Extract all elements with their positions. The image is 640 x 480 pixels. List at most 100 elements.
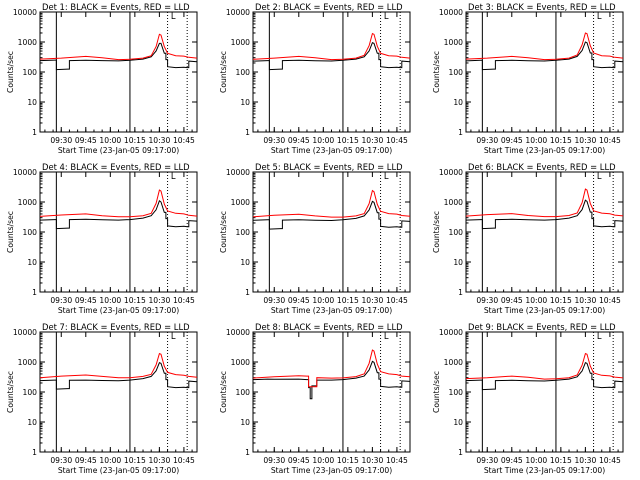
y-tick-label: 10 [27,258,37,267]
y-tick-label: 1 [245,288,250,297]
plot-frame [465,11,624,133]
x-tick-label: 10:45 [173,456,195,465]
chart-title: Det 7: BLACK = Events, RED = LLD [42,322,190,332]
x-tick-label: 09:30 [50,456,72,465]
flag-marker: L [171,171,176,181]
x-tick-label: 09:45 [288,136,310,145]
y-tick-label: 1000 [18,198,37,207]
plot-frame [252,171,411,293]
chart-title: Det 9: BLACK = Events, RED = LLD [468,322,616,332]
y-tick-label: 10 [240,418,250,427]
y-tick-label: 1000 [444,198,463,207]
series-line-lld [252,349,411,388]
x-tick-label: 09:45 [501,296,523,305]
x-tick-label: 10:00 [312,136,334,145]
x-tick-label: 10:00 [525,296,547,305]
series-line-events [39,42,198,71]
x-axis-label: Start Time (23-Jan-05 09:17:00) [58,306,179,315]
x-tick-label: 09:45 [501,136,523,145]
x-tick-label: 10:30 [148,456,170,465]
y-axis-label: Counts/sec [219,51,228,93]
x-tick-label: 09:45 [75,456,97,465]
y-tick-label: 1000 [18,38,37,47]
x-tick-label: 10:30 [361,456,383,465]
y-tick-label: 100 [23,388,38,397]
plot-frame [465,331,624,453]
series-line-lld [465,188,624,218]
y-tick-label: 100 [449,388,464,397]
y-tick-label: 10000 [439,8,463,17]
x-axis-label: Start Time (23-Jan-05 09:17:00) [58,146,179,155]
x-tick-label: 09:45 [501,456,523,465]
x-tick-label: 09:30 [476,456,498,465]
x-tick-label: 09:45 [288,296,310,305]
y-tick-label: 10 [453,258,463,267]
y-tick-label: 10000 [226,168,250,177]
x-tick-label: 10:15 [550,456,572,465]
x-tick-label: 10:15 [337,296,359,305]
y-tick-label: 10 [27,98,37,107]
x-tick-label: 10:15 [550,296,572,305]
y-tick-label: 1000 [18,358,37,367]
x-axis-label: Start Time (23-Jan-05 09:17:00) [58,466,179,475]
y-tick-label: 1000 [231,38,250,47]
x-axis-label: Start Time (23-Jan-05 09:17:00) [484,146,605,155]
flag-marker: L [597,331,602,341]
y-axis-label: Counts/sec [219,211,228,253]
detector-panel: Det 4: BLACK = Events, RED = LLD 1 10 100 10… [6,162,198,315]
y-tick-label: 100 [236,228,251,237]
x-tick-label: 09:45 [288,456,310,465]
detector-panel: Det 2: BLACK = Events, RED = LLD 1 10 100 10… [219,2,411,155]
x-tick-label: 10:15 [124,456,146,465]
chart-title: Det 2: BLACK = Events, RED = LLD [255,2,403,12]
x-axis-label: Start Time (23-Jan-05 09:17:00) [484,466,605,475]
x-tick-label: 10:00 [312,456,334,465]
chart-title: Det 3: BLACK = Events, RED = LLD [468,2,616,12]
x-tick-label: 10:30 [574,456,596,465]
x-tick-label: 10:00 [525,456,547,465]
y-tick-label: 10000 [13,8,37,17]
x-tick-label: 10:00 [312,296,334,305]
x-tick-label: 09:30 [50,136,72,145]
y-tick-label: 10000 [13,168,37,177]
y-tick-label: 1000 [444,38,463,47]
y-tick-label: 10000 [226,8,250,17]
x-tick-label: 10:45 [386,296,408,305]
series-line-lld [465,352,624,380]
series-line-lld [39,33,198,61]
detector-panel: Det 7: BLACK = Events, RED = LLD 1 10 100 10… [6,322,198,475]
plot-frame [39,171,198,293]
y-tick-label: 1 [245,128,250,137]
y-axis-label: Counts/sec [6,371,15,413]
y-tick-label: 100 [449,228,464,237]
x-tick-label: 10:30 [361,296,383,305]
x-tick-label: 09:30 [476,296,498,305]
x-tick-label: 10:45 [386,456,408,465]
y-tick-label: 1 [458,288,463,297]
y-tick-label: 10000 [226,328,250,337]
y-axis-label: Counts/sec [6,211,15,253]
x-tick-label: 10:00 [99,136,121,145]
series-line-events [465,199,624,230]
series-line-events [39,199,198,230]
y-tick-label: 10 [27,418,37,427]
series-line-lld [252,32,411,61]
series-line-events [252,360,411,400]
x-tick-label: 10:00 [525,136,547,145]
series-line-events [39,362,198,390]
y-tick-label: 100 [236,68,251,77]
chart-title: Det 6: BLACK = Events, RED = LLD [468,162,616,172]
y-tick-label: 1 [458,448,463,457]
x-axis-label: Start Time (23-Jan-05 09:17:00) [271,466,392,475]
x-tick-label: 10:15 [124,296,146,305]
series-line-lld [39,352,198,379]
y-tick-label: 10000 [439,168,463,177]
x-tick-label: 10:30 [574,136,596,145]
plot-frame [465,171,624,293]
y-tick-label: 1 [32,128,37,137]
x-tick-label: 10:30 [148,136,170,145]
series-line-events [252,42,411,71]
series-line-events [465,41,624,71]
